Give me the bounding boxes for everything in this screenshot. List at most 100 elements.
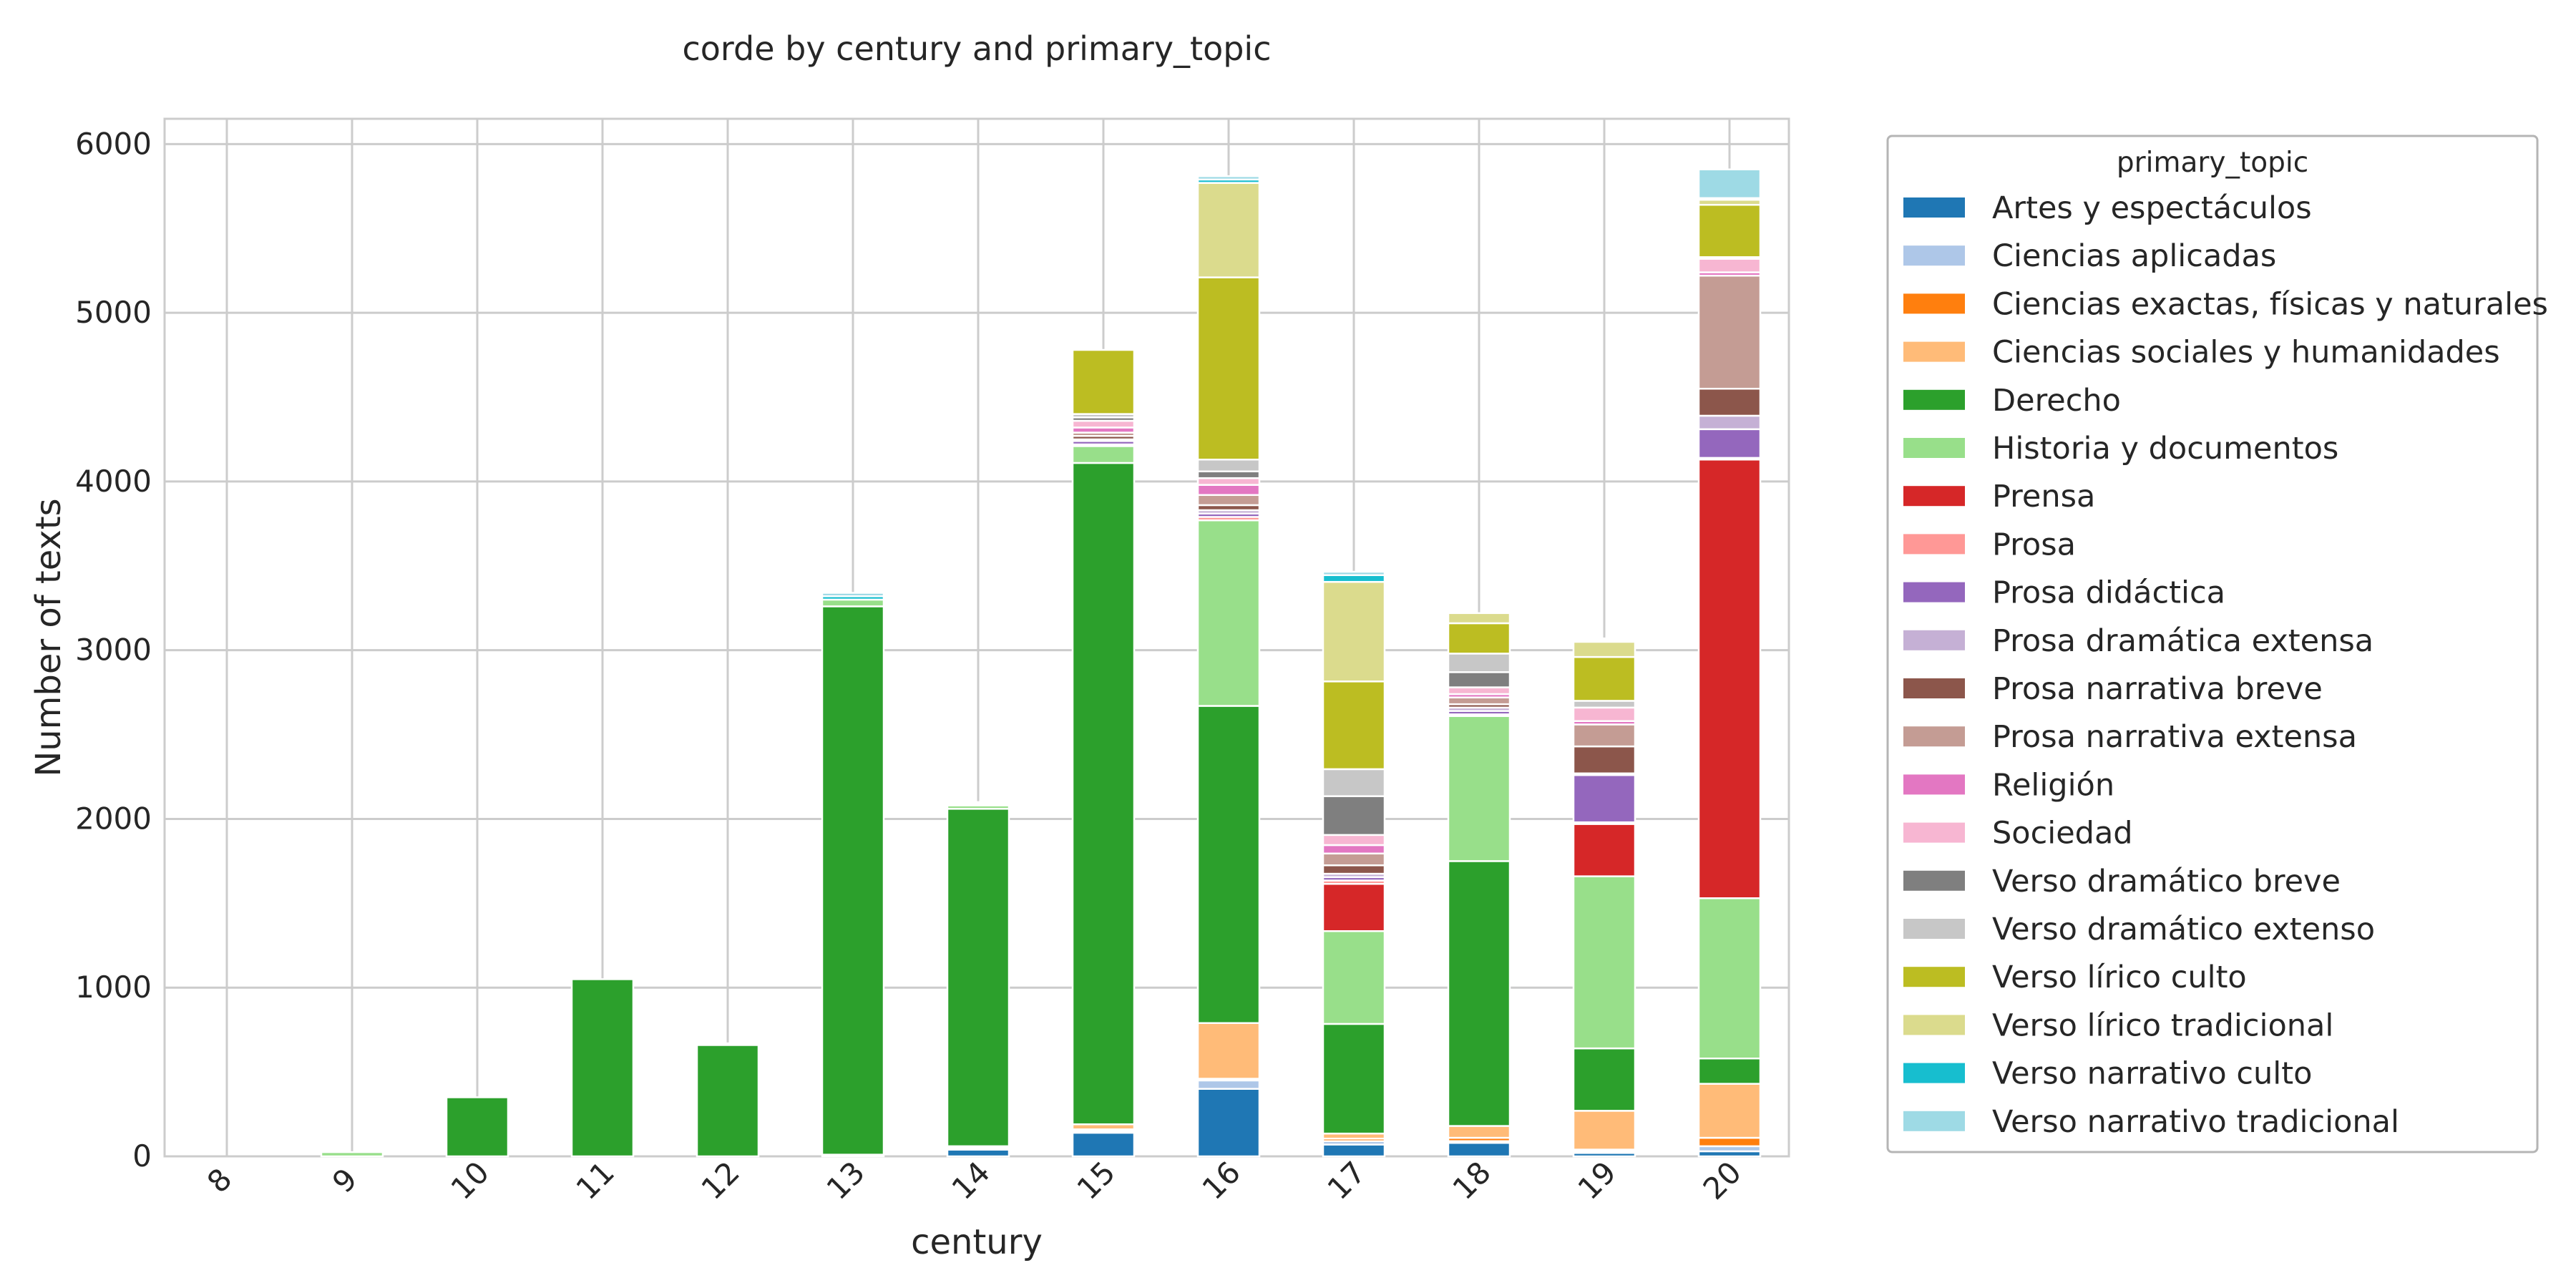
x-tick-label: 17 [1321,1155,1372,1206]
bar-segment [1071,1131,1136,1158]
legend-label: Prosa narrativa extensa [1992,719,2357,755]
x-tick-label: 11 [570,1155,621,1206]
legend-label: Prosa didáctica [1992,575,2225,611]
bar-segment [1196,175,1261,181]
bar-segment [696,1042,760,1046]
x-tick-label: 16 [1196,1155,1247,1206]
legend-item: Prosa didáctica [1903,575,2225,611]
bar-segment [1447,686,1511,696]
bar-segment [1196,705,1261,1024]
legend-item: Prensa [1903,479,2095,514]
legend-items: Artes y espectáculos Ciencias aplicadas Ci… [1903,190,2548,1140]
y-tick-label: 0 [132,1138,152,1174]
bar-segment [445,1096,509,1158]
legend-item: Verso narrativo tradicional [1903,1104,2399,1140]
bar-segment [320,1151,384,1158]
bar-segment [1322,930,1386,1025]
legend-item: Artes y espectáculos [1903,190,2312,226]
y-tick-label: 3000 [75,633,152,668]
bar-segment [1572,640,1636,658]
bar-segment [1196,276,1261,461]
bar-segment [1196,182,1261,278]
bar-segment [1322,580,1386,683]
legend-swatch [1903,1111,1965,1131]
legend-label: Verso dramático breve [1992,864,2341,899]
bar-segment [1572,774,1636,824]
bar-segment [821,598,885,608]
bar-segment [1447,860,1511,1127]
bar-segment [821,592,885,597]
bar-segment [1572,745,1636,775]
chart-title: corde by century and primary_topic [682,29,1271,68]
legend-item: Ciencias sociales y humanidades [1903,335,2500,371]
x-tick-label: 20 [1697,1155,1748,1206]
bar-segment [1196,519,1261,707]
bar-segment [1322,844,1386,855]
bar-segment [1697,203,1762,258]
y-tick-label: 2000 [75,801,152,836]
legend-item: Derecho [1903,383,2121,419]
legend-label: Prosa [1992,527,2076,562]
legend-item: Historia y documentos [1903,431,2338,467]
y-axis-label: Number of texts [29,498,69,776]
legend-swatch [1903,822,1965,843]
legend-item: Prosa narrativa breve [1903,671,2323,707]
legend-item: Verso dramático breve [1903,864,2341,899]
legend-label: Artes y espectáculos [1992,190,2312,226]
legend-swatch [1903,245,1965,266]
bar-segment [1196,1022,1261,1080]
bar-segment [1322,1143,1386,1158]
legend-label: Ciencias exactas, físicas y naturales [1992,286,2548,322]
bar-segment [1572,1110,1636,1151]
bar-segment [1322,852,1386,867]
bar-segment [1322,680,1386,771]
legend-label: Verso narrativo tradicional [1992,1104,2399,1140]
legend-label: Historia y documentos [1992,431,2338,467]
bar-segment [696,1044,760,1158]
legend-swatch [1903,774,1965,795]
bar-segment [1447,1125,1511,1139]
legend-swatch [1903,197,1965,218]
bar-segment [1572,723,1636,748]
bar-segment [946,1148,1010,1158]
legend-swatch [1903,870,1965,891]
bar-segment [1447,696,1511,706]
bar-segment [1697,258,1762,273]
legend-label: Prosa dramática extensa [1992,623,2373,659]
legend-label: Derecho [1992,383,2121,419]
legend-item: Verso lírico culto [1903,960,2247,995]
bar-segment [1697,897,1762,1060]
x-tick-label: 14 [945,1155,997,1206]
bar-segment [1071,419,1136,429]
legend-swatch [1903,726,1965,747]
legend-swatch [1903,438,1965,458]
x-tick-label: 12 [695,1155,746,1206]
legend-label: Verso dramático extenso [1992,912,2375,947]
bar-segment [1572,637,1636,641]
legend-swatch [1903,967,1965,987]
x-tick-label: 19 [1571,1155,1623,1206]
legend-frame [1886,135,2539,1153]
legend-label: Ciencias sociales y humanidades [1992,335,2500,371]
bar-segment [1071,445,1136,464]
bar-segment [946,801,1010,805]
bar-segment [1196,470,1261,479]
legend-swatch [1903,1015,1965,1035]
bar-segment [1447,1141,1511,1158]
legend: primary_topic Artes y espectáculos Cienci… [1886,135,2548,1153]
bar-segment [1697,459,1762,899]
bar-segment [1697,1058,1762,1085]
legend-item: Ciencias aplicadas [1903,238,2276,274]
bar-segment [1447,671,1511,688]
legend-swatch [1903,293,1965,314]
bar-segment [1572,655,1636,702]
legend-item: Ciencias exactas, físicas y naturales [1903,286,2548,322]
bar-segment [821,605,885,1156]
legend-item: Verso dramático extenso [1903,912,2375,947]
y-tick-label: 5000 [75,295,152,330]
bar-segment [1447,612,1511,625]
x-tick-label: 9 [326,1161,364,1200]
bar-segment [1572,1047,1636,1112]
bar-segment [1697,414,1762,431]
